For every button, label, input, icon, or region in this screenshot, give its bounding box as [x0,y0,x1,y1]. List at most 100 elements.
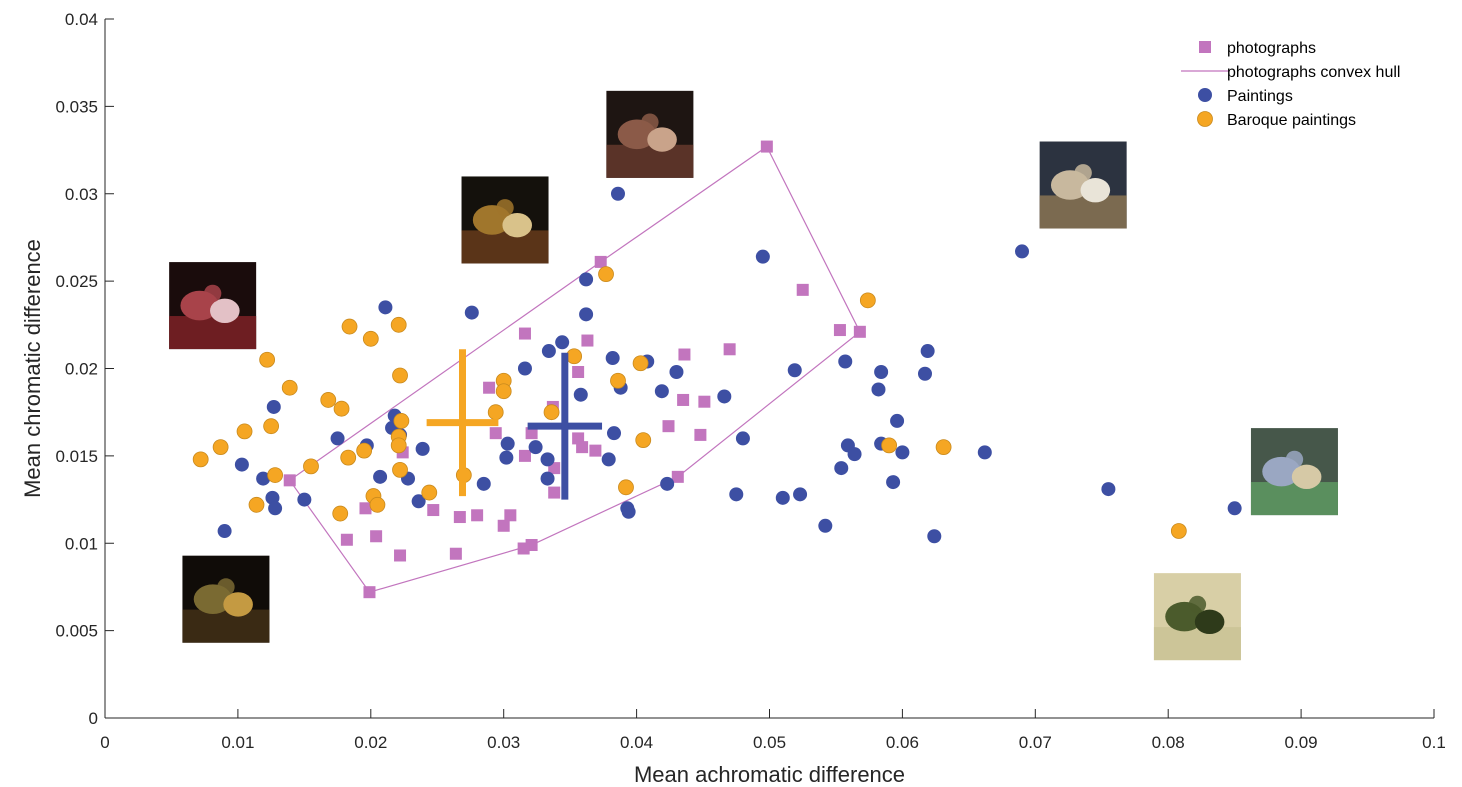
x-tick-label: 0.05 [753,733,786,752]
baroque-point [212,439,229,456]
thumbnail-table [1250,482,1338,516]
photograph-point [340,533,353,546]
photograph-point [698,395,711,408]
baroque-point [487,404,504,421]
photograph-point [489,427,502,440]
baroque-point [281,379,298,396]
thumbnail-fruit [496,199,514,217]
photograph-point [723,343,736,356]
painting-point [579,307,594,322]
baroque-point [495,383,512,400]
photograph-point [594,255,607,268]
painting-point [411,494,426,509]
legend-label: Baroque paintings [1227,112,1356,129]
baroque-point [392,461,408,478]
baroque-point [332,505,349,522]
photograph-point [497,519,510,532]
painting-point [605,351,620,366]
y-tick-label: 0.005 [55,622,98,641]
painting-point [540,452,555,467]
baroque-point [935,439,952,456]
thumbnail-table [461,230,549,264]
photograph-point [678,348,691,361]
painting-point [874,364,889,379]
baroque-point [566,348,583,365]
legend-item: photographs [1199,40,1316,57]
painting-point [579,272,594,287]
x-tick-label: 0.03 [487,733,520,752]
painting-point [1015,244,1030,259]
baroque-point [543,404,560,421]
baroque-point [610,372,626,389]
painting-point [834,461,849,476]
baroque-point [390,316,407,333]
baroque-point [333,400,350,417]
thumbnail-fruit [1188,595,1207,614]
baroque-point [598,266,614,283]
painting-point [234,457,249,472]
y-tick-label: 0.03 [65,185,98,204]
photograph-point [833,324,846,337]
photograph-point [483,381,496,394]
baroque-point [340,449,357,466]
painting-point [818,518,833,533]
thumbnail-dark-fruit [606,90,694,178]
photograph-point [694,428,707,441]
painting-point [793,487,808,502]
legend-label: photographs [1227,40,1316,57]
thumbnail-images [169,90,1338,661]
paintings-centroid-cross [527,352,603,500]
x-tick-label: 0.08 [1152,733,1185,752]
photograph-point [518,327,531,340]
photograph-point [394,549,407,562]
painting-point [787,363,802,378]
baroque-point [393,413,410,429]
photograph-point [677,393,690,406]
photograph-point [760,140,773,153]
legend-square-marker [1199,41,1211,53]
thumbnail-fruit [1194,609,1225,635]
photograph-point [576,441,589,454]
x-tick-label: 0.09 [1285,733,1318,752]
painting-point [729,487,744,502]
painting-point [610,186,625,201]
convex-hull-line [288,146,861,593]
painting-point [847,447,862,462]
painting-point [373,469,388,484]
baroque-point [267,467,284,483]
x-tick-label: 0.1 [1422,733,1446,752]
painting-point [540,471,555,486]
thumbnail-table [606,144,694,178]
thumbnail-cezanne-table [1039,141,1127,229]
photograph-point [796,283,809,296]
painting-point [1227,501,1242,516]
baroque-point [263,418,280,435]
painting-point [660,476,675,491]
photographs-convex-hull [288,146,861,593]
y-tick-label: 0 [89,709,98,728]
thumbnail-table [169,316,257,350]
data-points [192,140,1242,599]
photograph-point [853,325,866,338]
thumbnail-fruit [641,113,659,131]
painting-point [775,490,790,505]
legend-label: Paintings [1227,88,1293,105]
thumbnail-fruit [1291,464,1322,490]
photograph-point [449,547,462,560]
painting-point [917,366,932,381]
painting-point [838,354,853,369]
thumbnail-baroque-table [461,176,549,264]
thumbnail-table [1039,195,1127,229]
legend-circle-marker [1198,88,1212,102]
painting-point [890,413,905,428]
photograph-point [518,449,531,462]
x-tick-label: 0.02 [354,733,387,752]
thumbnail-pomegranates [169,262,257,350]
painting-point [268,501,283,516]
painting-point [528,440,543,455]
painting-point [265,490,280,505]
painting-point [920,344,935,359]
legend-label: photographs convex hull [1227,64,1400,81]
painting-point [607,426,622,441]
baroque-point [248,496,265,513]
